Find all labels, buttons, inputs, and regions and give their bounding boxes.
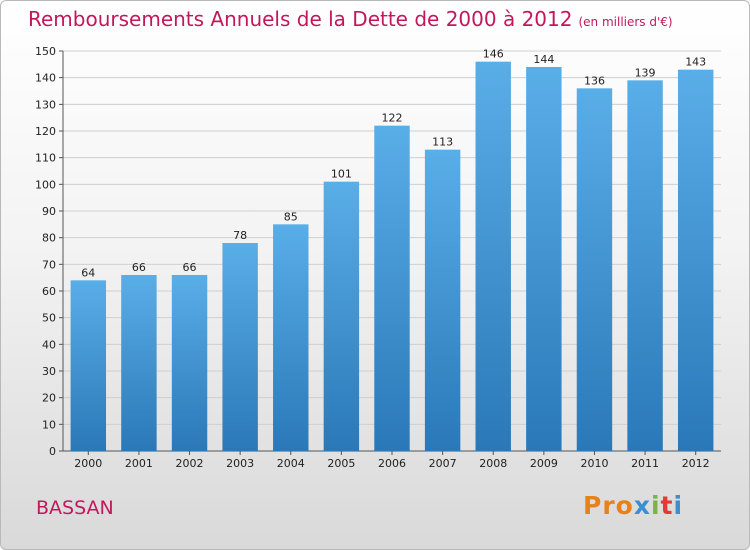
y-tick-label: 100 bbox=[35, 178, 56, 191]
bar-value-label: 146 bbox=[483, 48, 504, 61]
bar bbox=[323, 181, 360, 451]
y-tick-label: 150 bbox=[35, 45, 56, 58]
bar-value-label: 144 bbox=[533, 53, 554, 66]
x-tick-label: 2009 bbox=[530, 457, 558, 470]
y-tick-label: 50 bbox=[42, 312, 56, 325]
y-tick-label: 40 bbox=[42, 338, 56, 351]
bar-value-label: 85 bbox=[284, 210, 298, 223]
logo-part-2: x bbox=[633, 491, 651, 520]
bar bbox=[374, 125, 410, 452]
bar bbox=[677, 69, 714, 452]
bar-value-label: 113 bbox=[432, 136, 453, 149]
x-tick-label: 2012 bbox=[682, 457, 710, 470]
bar bbox=[70, 280, 107, 451]
x-tick-label: 2001 bbox=[125, 457, 153, 470]
y-tick-label: 0 bbox=[49, 445, 56, 458]
bar bbox=[526, 67, 562, 451]
logo-part-4: t bbox=[660, 491, 674, 520]
y-tick-label: 80 bbox=[42, 232, 56, 245]
x-tick-label: 2011 bbox=[631, 457, 659, 470]
bar bbox=[273, 224, 309, 451]
x-tick-label: 2010 bbox=[580, 457, 608, 470]
y-tick-label: 70 bbox=[42, 258, 56, 271]
bar bbox=[424, 149, 461, 451]
bar-value-label: 66 bbox=[183, 261, 197, 274]
y-tick-label: 30 bbox=[42, 365, 56, 378]
y-tick-label: 20 bbox=[42, 392, 56, 405]
y-tick-label: 130 bbox=[35, 98, 56, 111]
x-tick-label: 2005 bbox=[327, 457, 355, 470]
bar bbox=[121, 275, 157, 451]
bar-value-label: 66 bbox=[132, 261, 146, 274]
y-tick-label: 90 bbox=[42, 205, 56, 218]
x-tick-label: 2003 bbox=[226, 457, 254, 470]
y-tick-label: 60 bbox=[42, 285, 56, 298]
bar bbox=[576, 88, 613, 451]
bar-value-label: 122 bbox=[382, 112, 403, 125]
x-tick-label: 2007 bbox=[429, 457, 457, 470]
x-tick-label: 2002 bbox=[176, 457, 204, 470]
bar-value-label: 136 bbox=[584, 74, 605, 87]
bar bbox=[222, 243, 258, 451]
x-tick-label: 2006 bbox=[378, 457, 406, 470]
y-tick-label: 10 bbox=[42, 418, 56, 431]
x-tick-label: 2004 bbox=[277, 457, 305, 470]
logo-part-3: i bbox=[650, 491, 661, 520]
y-tick-label: 110 bbox=[35, 152, 56, 165]
bar-value-label: 139 bbox=[635, 66, 656, 79]
bar-value-label: 143 bbox=[685, 56, 706, 69]
bar-value-label: 64 bbox=[81, 266, 95, 279]
logo-part-1: Pro bbox=[583, 491, 634, 520]
bar bbox=[171, 275, 208, 451]
x-tick-label: 2008 bbox=[479, 457, 507, 470]
logo-part-5: i bbox=[673, 491, 684, 520]
chart-title-text: Remboursements Annuels de la Dette de 20… bbox=[28, 7, 573, 31]
bar-value-label: 101 bbox=[331, 168, 352, 181]
chart-unit: (en milliers d'€) bbox=[578, 15, 673, 29]
proxiti-logo: Proxiti bbox=[583, 491, 683, 520]
bar bbox=[475, 61, 511, 452]
chart-title: Remboursements Annuels de la Dette de 20… bbox=[28, 7, 673, 31]
y-tick-label: 140 bbox=[35, 72, 56, 85]
y-tick-label: 120 bbox=[35, 125, 56, 138]
city-name: BASSAN bbox=[36, 497, 114, 519]
bar-value-label: 78 bbox=[233, 229, 247, 242]
x-tick-label: 2000 bbox=[74, 457, 102, 470]
bar bbox=[627, 80, 663, 451]
